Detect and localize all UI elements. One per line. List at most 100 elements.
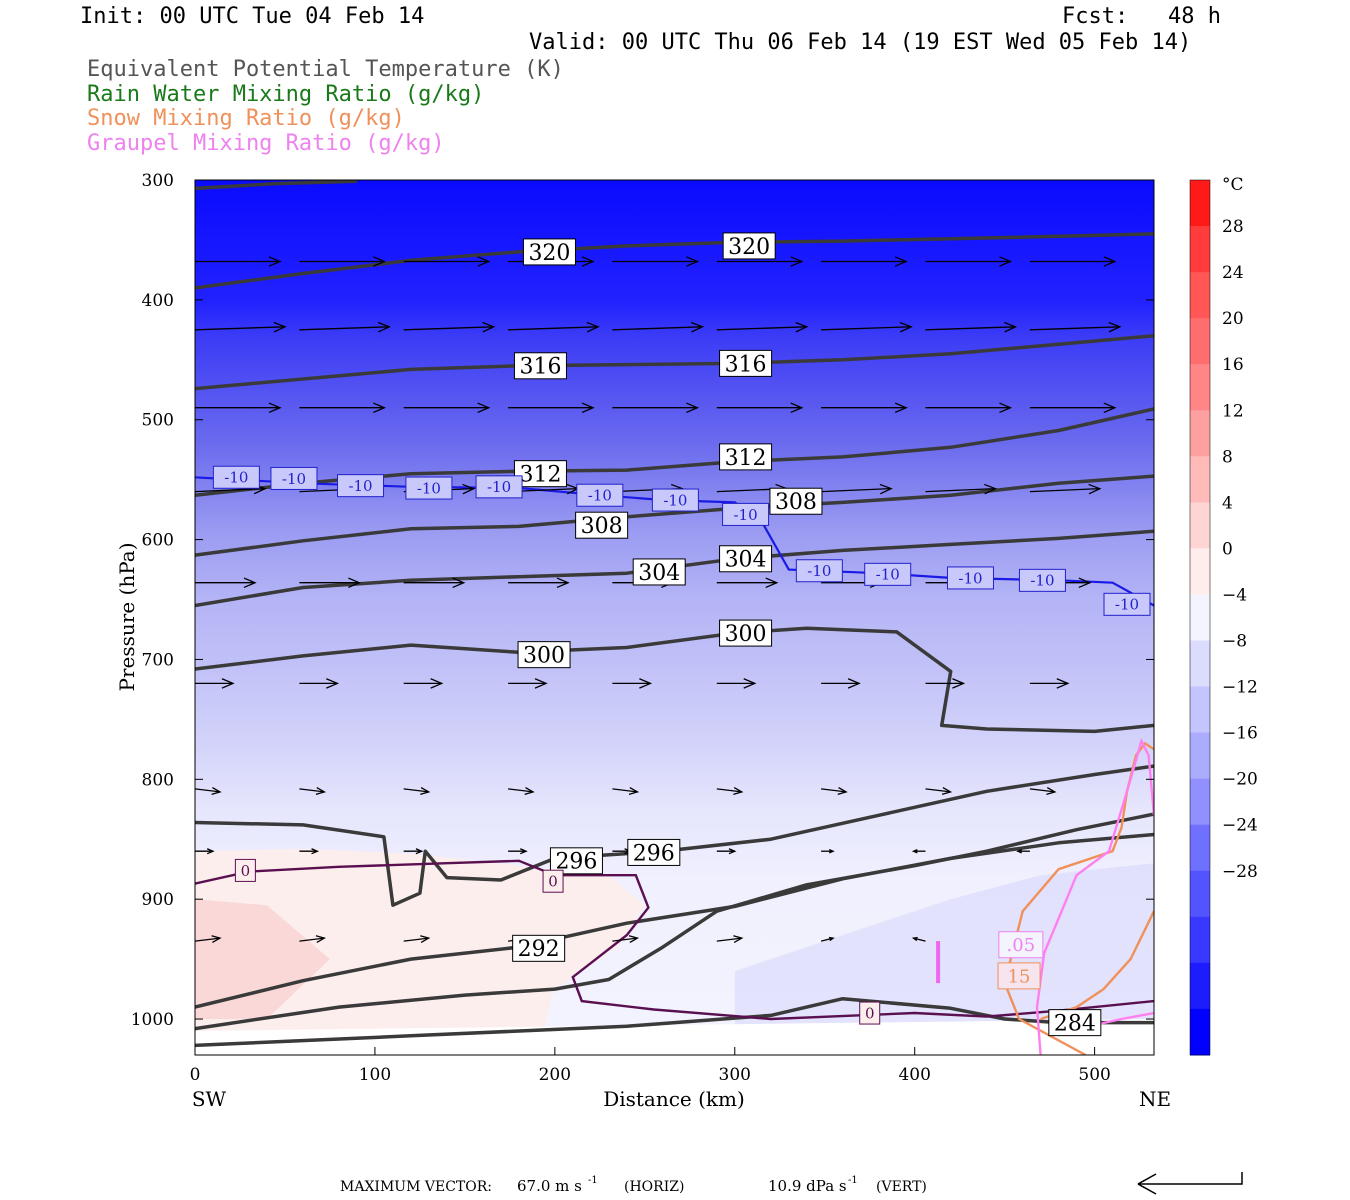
forecast-hour: Fcst: 48 h xyxy=(1062,4,1221,29)
colorbar-bin xyxy=(1190,548,1210,595)
legend-rain: Rain Water Mixing Ratio (g/kg) xyxy=(87,82,485,107)
wind-vector-head xyxy=(420,786,431,795)
theta-e-contour-284 xyxy=(195,996,1154,1048)
contour-label-box xyxy=(576,483,624,507)
x-tick-label: 300 xyxy=(719,1065,751,1085)
wind-vector-head xyxy=(728,848,737,855)
contour-label: 320 xyxy=(728,235,770,260)
wind-vector-head xyxy=(315,935,327,944)
wind-vector-head xyxy=(952,678,966,689)
wind-vector xyxy=(403,937,429,942)
theta-e-contour-300 xyxy=(195,626,1154,734)
wind-vector-head xyxy=(420,935,431,944)
contour-label-box xyxy=(1018,568,1066,592)
theta-e-contour-292 xyxy=(195,832,1154,1009)
colorbar-bin xyxy=(1190,410,1210,457)
wind-vector-head xyxy=(430,678,444,689)
wind-vector xyxy=(820,937,834,942)
wind-vector-head xyxy=(984,483,998,495)
wind-vector-head xyxy=(1016,848,1022,854)
contour-label: 0 xyxy=(548,873,558,891)
colorbar-label: −12 xyxy=(1222,678,1258,698)
wind-vector-head xyxy=(879,483,893,495)
contour-label-box xyxy=(212,465,260,489)
wind-vector-head xyxy=(1078,577,1092,589)
wind-vector xyxy=(1029,487,1100,493)
x-tick-label: 0 xyxy=(190,1065,201,1085)
colorbar-bin xyxy=(1190,686,1210,734)
wind-vector xyxy=(716,788,742,793)
colorbar-bin xyxy=(1190,502,1210,549)
wind-vector-head xyxy=(524,786,535,795)
wind-vector-head xyxy=(482,321,496,333)
wind-vector-head xyxy=(534,678,548,689)
colorbar-label: −20 xyxy=(1222,770,1258,790)
wind-vector-head xyxy=(1088,483,1102,495)
wind-vector-head xyxy=(941,786,953,795)
theta-e-contour-320 xyxy=(195,232,1154,290)
contour-label: .05 xyxy=(1007,935,1036,956)
wind-vector-head xyxy=(586,321,600,333)
temperature-shading-patches xyxy=(195,848,1154,1055)
theta-e-contour-308 xyxy=(195,474,1154,557)
y-tick-label: 900 xyxy=(142,890,174,910)
x-axis-label: Distance (km) xyxy=(603,1087,745,1111)
wind-vector xyxy=(821,326,912,331)
contour-label: 300 xyxy=(523,644,565,669)
wind-vector xyxy=(403,788,429,793)
wind-vector xyxy=(612,788,638,793)
colorbar-bin xyxy=(1190,732,1210,780)
y-tick-label: 500 xyxy=(142,411,174,431)
contour-label: 316 xyxy=(725,352,767,377)
y-tick-label: 1000 xyxy=(131,1010,174,1030)
wind-vector xyxy=(508,788,534,793)
max-vector-arrow xyxy=(1137,1172,1243,1195)
wind-vector xyxy=(299,937,325,942)
contour-label: 304 xyxy=(725,548,767,573)
colorbar-label: 4 xyxy=(1222,493,1233,513)
colorbar-label: −24 xyxy=(1222,816,1258,836)
wind-vector-head xyxy=(211,935,222,944)
wind-vectors xyxy=(195,256,1122,944)
colorbar-bin xyxy=(1190,870,1210,918)
wind-vector-head xyxy=(477,402,491,414)
y-axis-label: Pressure (hPa) xyxy=(115,543,139,692)
colorbar-bin xyxy=(1190,640,1210,688)
colorbar-label: 28 xyxy=(1222,217,1244,237)
x-tick-label: 400 xyxy=(898,1065,930,1085)
contour-label: -10 xyxy=(224,469,248,487)
wind-vector-head xyxy=(211,786,222,795)
contour-label-box xyxy=(549,847,603,875)
contour-label-box xyxy=(651,488,699,512)
wind-vector-head xyxy=(686,402,700,414)
wind-vector-head xyxy=(690,321,705,333)
contour-label: -10 xyxy=(282,470,306,488)
contour-label: 0 xyxy=(865,1004,875,1022)
ne-label: NE xyxy=(1139,1087,1171,1111)
wind-vector xyxy=(1029,788,1055,793)
colorbar: °C 28 24 20 16 12 8 4 0 −4 −8 −12 −16 −20 −24 −28 xyxy=(1189,175,1258,1056)
wind-vector-head xyxy=(894,402,908,414)
contour-label: -10 xyxy=(663,491,687,509)
wind-vector-head xyxy=(628,786,640,795)
wind-vector-head xyxy=(1046,786,1057,795)
contour-label-box xyxy=(575,511,629,539)
contour-label-box xyxy=(632,558,686,586)
contour-label: -10 xyxy=(1030,572,1054,590)
theta-e-contour-296 xyxy=(195,764,1154,907)
wind-vector xyxy=(195,326,286,331)
wind-vector-head xyxy=(556,577,570,589)
wind-vector-head xyxy=(847,678,861,689)
wind-vector-head xyxy=(999,256,1013,267)
contour-label-box xyxy=(513,352,567,380)
wind-vector-head xyxy=(911,936,918,942)
contour-label: -10 xyxy=(733,506,757,524)
wind-vector xyxy=(299,788,325,793)
init-time: Init: 00 UTC Tue 04 Feb 14 xyxy=(80,4,425,29)
contour-label-box xyxy=(337,474,385,498)
graupel-contour-low xyxy=(1094,1011,1154,1027)
contour-label-box xyxy=(405,476,453,500)
wind-vector-head xyxy=(477,256,491,267)
wind-vector-head xyxy=(733,935,744,944)
